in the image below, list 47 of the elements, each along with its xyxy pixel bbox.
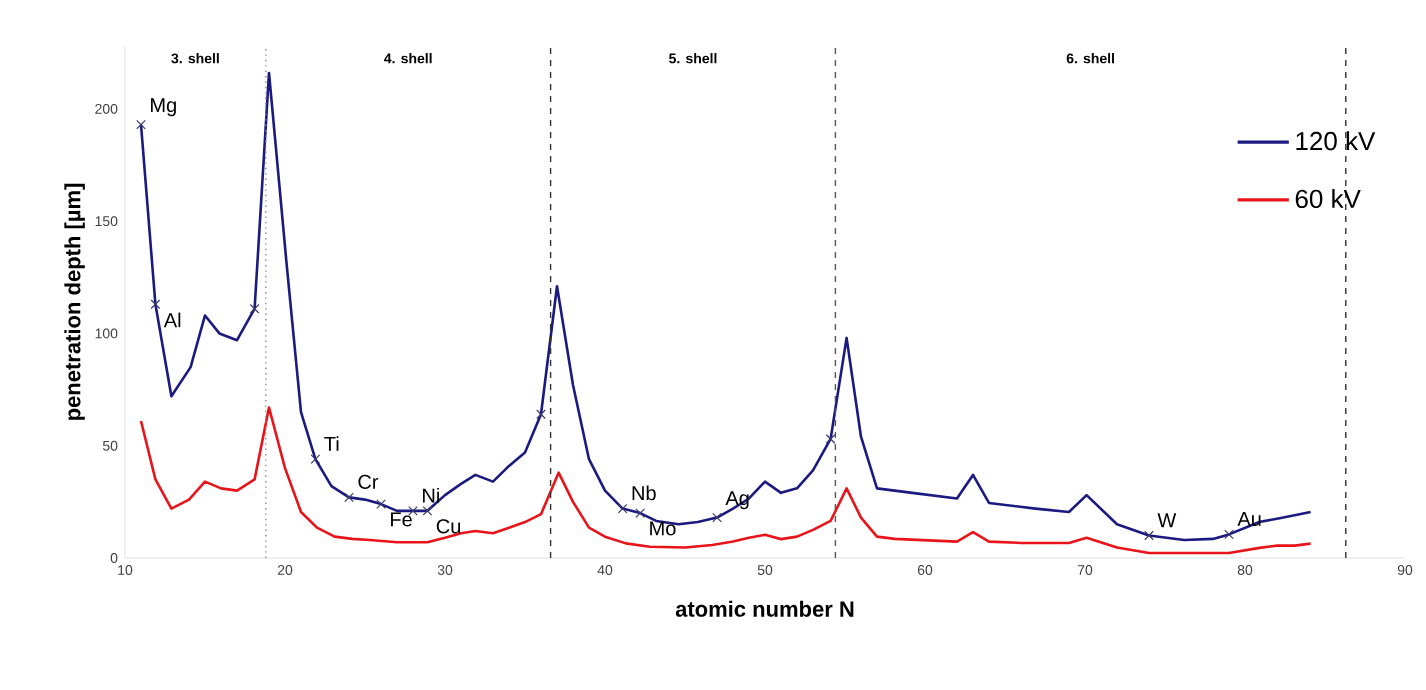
x-tick-label: 40 [597, 565, 613, 575]
point [617, 503, 628, 514]
point [536, 409, 546, 420]
x-tick-label: 20 [277, 565, 293, 575]
annotation: 5. shell [669, 53, 717, 64]
point [376, 499, 386, 509]
legend-label: 60 kV [1295, 189, 1361, 209]
annotation: 3. shell [171, 53, 219, 64]
point [310, 454, 321, 465]
annotation: 4. shell [384, 53, 432, 64]
y-tick-label: 100 [95, 328, 118, 339]
y-tick-label: 200 [95, 103, 118, 114]
annotation: Fe [391, 512, 412, 527]
point [136, 119, 146, 130]
legend-label: 120 kV [1296, 131, 1376, 151]
point [825, 434, 836, 444]
x-tick-label: 70 [1077, 565, 1093, 575]
point [1224, 529, 1234, 540]
y-tick-label: 150 [95, 216, 118, 227]
point [635, 508, 646, 518]
x-axis-title: atomic number N [675, 600, 854, 617]
annotation: Ni [423, 487, 439, 503]
point [1144, 530, 1154, 541]
point [344, 492, 354, 503]
x-tick-label: 50 [757, 565, 773, 575]
y-tick-label: 50 [102, 440, 118, 451]
point [249, 303, 260, 314]
annotation: Nb [632, 485, 656, 501]
annotation: Mg [151, 98, 176, 117]
x-tick-label: 80 [1237, 565, 1253, 575]
annotation: Ti [324, 436, 339, 451]
annotation: Mo [650, 521, 676, 536]
annotation: Cr [358, 474, 379, 489]
annotation: Al [163, 312, 181, 328]
x-tick-label: 90 [1397, 565, 1413, 575]
point [712, 512, 722, 523]
annotation: Cu [436, 519, 461, 534]
annotation: Au [1237, 512, 1261, 526]
y-axis-title: penetration depth [µm] [64, 183, 85, 420]
x-tick-label: 10 [118, 565, 133, 575]
point [150, 299, 161, 310]
x-tick-label: 30 [437, 565, 453, 575]
annotation: 6. shell [1066, 53, 1114, 64]
annotation: W [1157, 513, 1177, 528]
point [422, 505, 433, 516]
y-tick-label: 0 [110, 553, 118, 563]
x-tick-label: 60 [917, 565, 933, 575]
